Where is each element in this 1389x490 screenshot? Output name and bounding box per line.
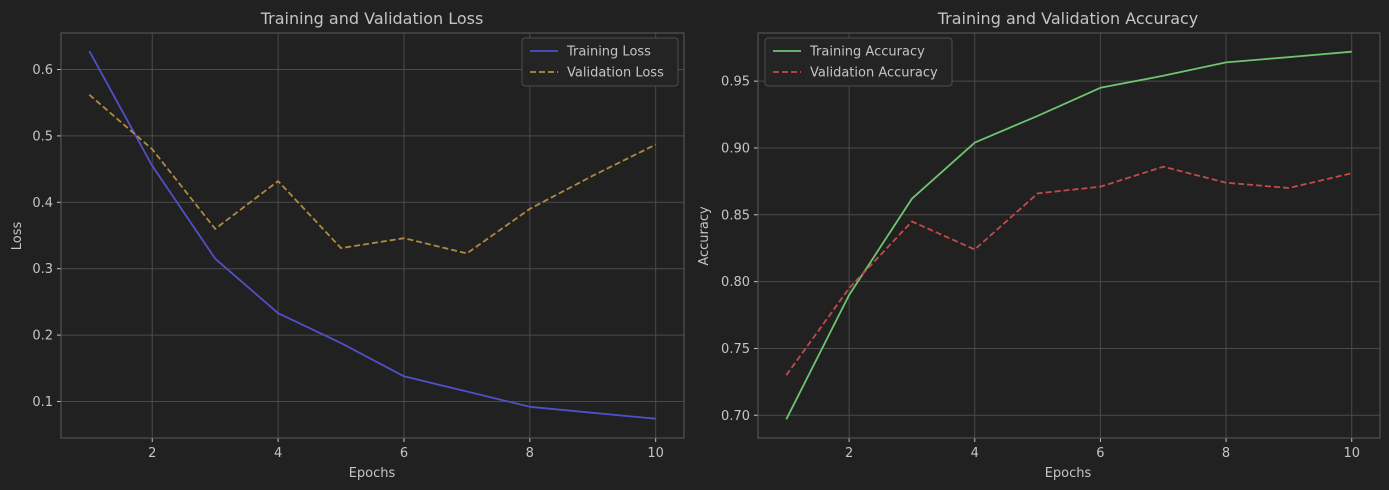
accuracy-chart-legend-box xyxy=(764,37,953,87)
series-line-validation-accuracy xyxy=(785,165,1352,376)
x-tick-label: 8 xyxy=(1222,446,1230,461)
accuracy-chart-title: Training and Validation Accuracy xyxy=(937,9,1199,28)
y-tick-label: 0.5 xyxy=(32,129,53,144)
x-tick-label: 2 xyxy=(148,446,156,461)
loss-chart-legend-box xyxy=(521,37,679,87)
x-tick-label: 8 xyxy=(526,446,534,461)
loss-chart: Training and Validation Loss Epochs Loss… xyxy=(10,9,685,481)
accuracy-chart-legend: Training Accuracy Validation Accuracy xyxy=(764,37,953,87)
x-tick-label: 4 xyxy=(274,446,282,461)
legend-label-training-accuracy: Training Accuracy xyxy=(809,45,925,60)
y-tick-label: 0.80 xyxy=(721,275,750,290)
y-tick-label: 0.75 xyxy=(721,342,750,357)
loss-chart-ticks: 2 4 6 8 10 0.1 0.2 0.3 0.4 0.5 0.6 xyxy=(32,63,664,461)
accuracy-chart-xlabel: Epochs xyxy=(1045,466,1092,481)
legend-label-validation-loss: Validation Loss xyxy=(567,66,664,81)
legend-label-training-loss: Training Loss xyxy=(566,45,651,60)
accuracy-chart-series xyxy=(785,50,1352,420)
series-line-training-accuracy xyxy=(785,50,1352,420)
y-tick-label: 0.1 xyxy=(32,395,53,410)
y-tick-label: 0.3 xyxy=(32,262,53,277)
y-tick-label: 0.4 xyxy=(32,196,53,211)
series-line-training-loss xyxy=(88,50,656,420)
loss-chart-title: Training and Validation Loss xyxy=(260,9,484,28)
y-tick-label: 0.95 xyxy=(721,75,750,90)
accuracy-chart-ylabel: Accuracy xyxy=(697,206,712,266)
x-tick-label: 10 xyxy=(1343,446,1360,461)
x-tick-label: 2 xyxy=(845,446,853,461)
loss-chart-ylabel: Loss xyxy=(10,222,25,251)
y-tick-label: 0.70 xyxy=(721,409,750,424)
y-tick-label: 0.6 xyxy=(32,63,53,78)
x-tick-label: 6 xyxy=(400,446,408,461)
accuracy-chart-ticks: 2 4 6 8 10 0.70 0.75 0.80 0.85 0.90 0.95 xyxy=(721,75,1360,461)
y-tick-label: 0.85 xyxy=(721,208,750,223)
x-tick-label: 10 xyxy=(647,446,664,461)
x-tick-label: 6 xyxy=(1096,446,1104,461)
loss-chart-series xyxy=(88,50,657,420)
accuracy-chart: Training and Validation Accuracy Epochs … xyxy=(697,9,1381,481)
loss-chart-legend: Training Loss Validation Loss xyxy=(521,37,679,87)
x-tick-label: 4 xyxy=(971,446,979,461)
loss-chart-frame xyxy=(60,32,685,439)
y-tick-label: 0.90 xyxy=(721,141,750,156)
y-tick-label: 0.2 xyxy=(32,329,53,344)
legend-label-validation-accuracy: Validation Accuracy xyxy=(810,66,938,81)
accuracy-chart-grid xyxy=(758,33,1380,438)
loss-chart-grid xyxy=(61,33,684,438)
loss-chart-xlabel: Epochs xyxy=(349,466,396,481)
accuracy-chart-frame xyxy=(757,32,1381,439)
series-line-validation-loss xyxy=(88,94,657,255)
